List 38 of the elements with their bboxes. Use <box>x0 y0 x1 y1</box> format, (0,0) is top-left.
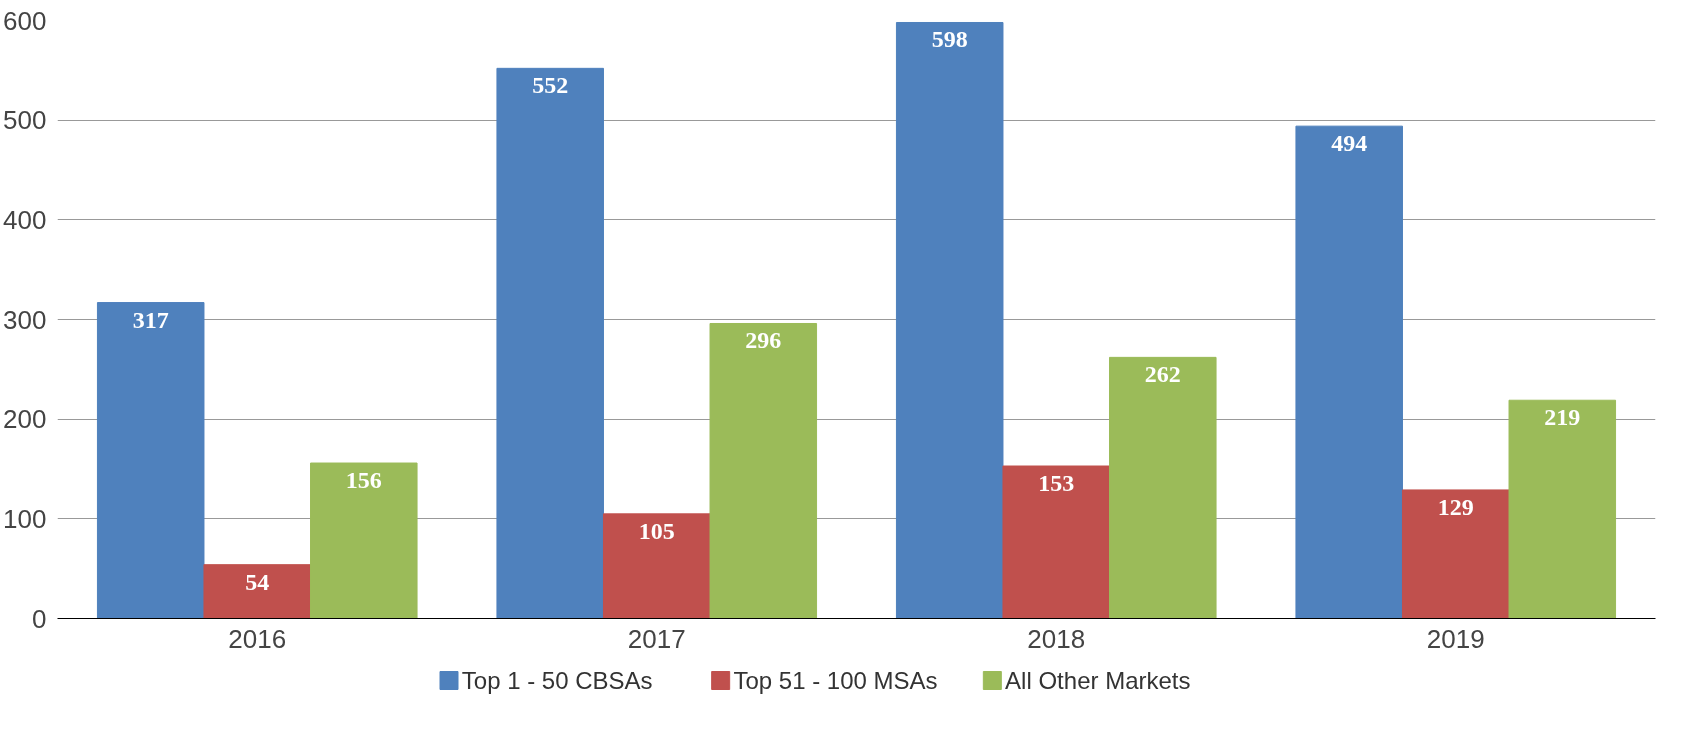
data-label: 129 <box>1437 493 1474 520</box>
y-tick-label: 0 <box>32 603 47 634</box>
data-label: 317 <box>132 306 169 333</box>
bar <box>709 322 818 619</box>
y-tick-label: 200 <box>3 404 47 435</box>
data-label: 262 <box>1144 361 1181 388</box>
y-tick-label: 500 <box>3 105 47 136</box>
bar <box>1508 399 1617 619</box>
x-tick-label: 2019 <box>1426 623 1485 654</box>
bar <box>203 564 312 619</box>
bar <box>1295 125 1403 619</box>
y-tick-label: 400 <box>3 204 47 235</box>
bar <box>1002 465 1111 619</box>
data-label: 156 <box>345 466 382 493</box>
y-tick-label: 100 <box>3 503 47 534</box>
x-tick-label: 2017 <box>627 623 686 654</box>
legend-label: All Other Markets <box>1005 667 1191 694</box>
data-label: 105 <box>638 517 675 544</box>
data-label: 598 <box>931 26 968 53</box>
bar <box>96 302 205 619</box>
x-tick-label: 2018 <box>1027 623 1086 654</box>
data-label: 296 <box>745 327 782 354</box>
data-label: 54 <box>245 568 270 595</box>
y-tick-label: 300 <box>3 304 47 335</box>
data-label: 219 <box>1544 404 1581 431</box>
data-label: 153 <box>1038 469 1075 496</box>
bar <box>1109 356 1217 619</box>
bar <box>496 67 604 619</box>
bar <box>310 462 418 619</box>
legend-label: Top 1 - 50 CBSAs <box>461 667 653 694</box>
legend-label: Top 51 - 100 MSAs <box>733 667 938 694</box>
data-label: 494 <box>1331 130 1368 157</box>
x-tick-label: 2016 <box>228 623 287 654</box>
y-tick-label: 600 <box>3 5 47 36</box>
data-label: 552 <box>532 72 569 99</box>
bar <box>1401 489 1510 619</box>
bar <box>895 21 1004 619</box>
bar <box>602 513 711 619</box>
